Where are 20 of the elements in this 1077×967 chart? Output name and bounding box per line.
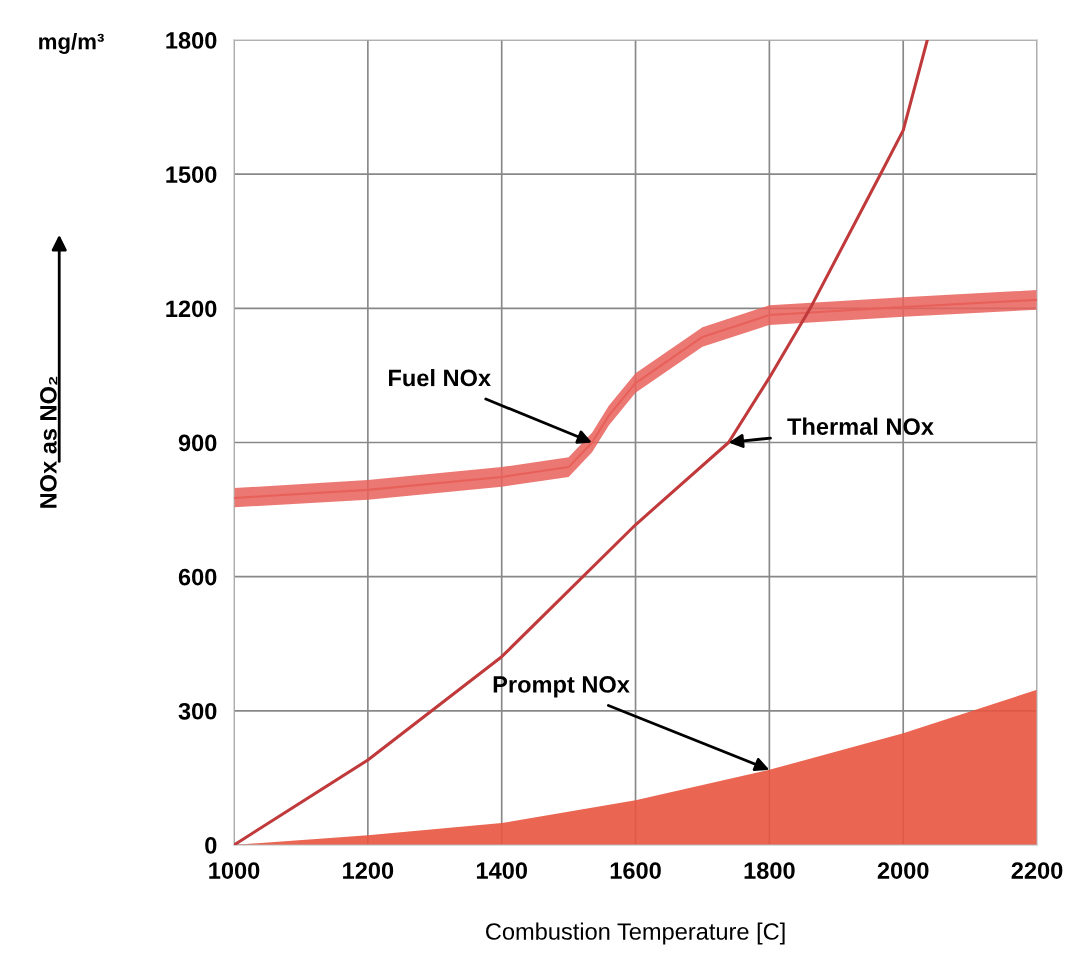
x-tick-label: 1400 (476, 862, 527, 879)
x-tick-label: 1800 (744, 862, 795, 879)
x-tick-label: 1000 (209, 862, 260, 879)
y-tick-label: 1500 (166, 166, 217, 183)
y-tick-label: 600 (178, 568, 217, 586)
x-tick-label: 2200 (1011, 862, 1063, 879)
y-tick-label: 300 (178, 702, 217, 720)
y-tick-label: 900 (178, 434, 217, 452)
annotation: Prompt NOx (493, 676, 630, 698)
y-tick-label: 0 (205, 837, 217, 854)
x-tick-label: 2000 (877, 862, 929, 879)
annotation: Thermal NOx (787, 417, 934, 435)
y-tick-label: 1200 (166, 300, 217, 318)
x-tick-label: 1200 (343, 862, 394, 879)
y-axis-title: NOx as NO₂ (40, 376, 58, 508)
x-tick-label: 1600 (610, 862, 661, 879)
x-axis-title: Combustion Temperature [C] (486, 922, 785, 945)
y-tick-label: 1800 (166, 32, 217, 49)
text: mg/m³ (39, 33, 104, 54)
annotation: Fuel NOx (389, 368, 491, 387)
